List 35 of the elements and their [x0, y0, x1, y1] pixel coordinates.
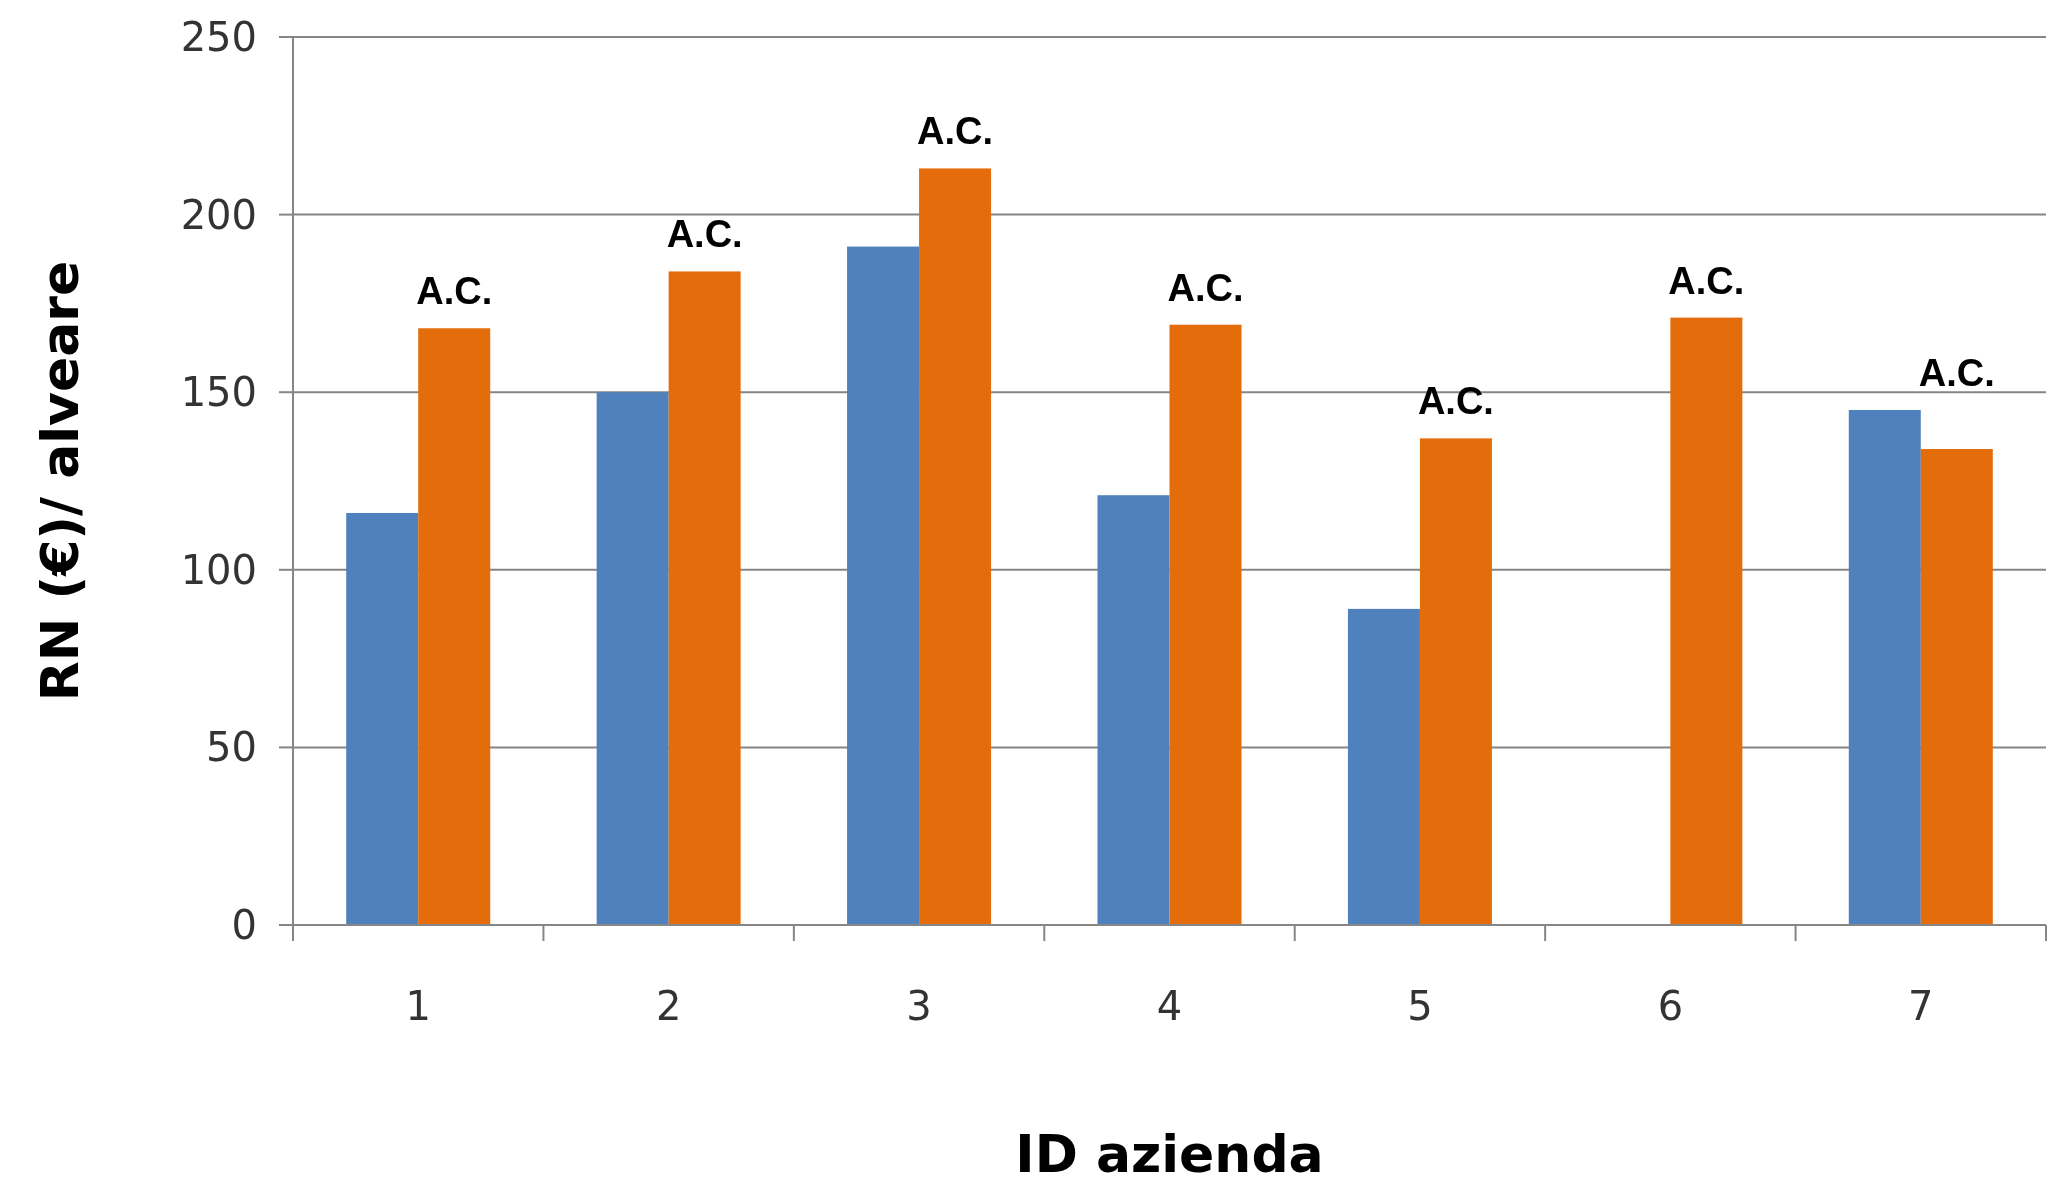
- x-tick-label: 5: [1407, 983, 1433, 1029]
- y-tick-label: 250: [180, 14, 257, 60]
- x-tick-label: 2: [655, 983, 682, 1029]
- bar: [418, 328, 491, 925]
- bar: [1670, 317, 1743, 925]
- bar: [1848, 409, 1921, 925]
- y-tick-label: 150: [180, 369, 257, 416]
- annotation: A.C.: [1167, 266, 1244, 309]
- annotation: A.C.: [666, 213, 743, 256]
- bar: [346, 512, 419, 925]
- bar: [596, 392, 669, 925]
- annotation: A.C.: [1668, 259, 1745, 302]
- y-tick-label: 100: [180, 546, 257, 593]
- bar: [1347, 608, 1420, 925]
- bar: [919, 168, 992, 925]
- y-tick-label: 200: [180, 191, 257, 238]
- annotation: A.C.: [1918, 351, 1995, 394]
- bar: [668, 271, 741, 925]
- annotation: A.C.: [1417, 380, 1494, 423]
- y-tick-label: 50: [206, 724, 257, 771]
- y-axis-title: RN (€)/ alveare: [30, 260, 90, 702]
- x-tick-label: 1: [405, 983, 431, 1029]
- x-tick-label: 6: [1657, 983, 1684, 1029]
- x-tick-label: 3: [906, 983, 932, 1029]
- bar: [847, 246, 920, 925]
- bar: [1169, 324, 1242, 925]
- x-tick-label: 4: [1156, 983, 1183, 1029]
- bar: [1920, 449, 1993, 925]
- bar: [1419, 438, 1492, 925]
- bar: [1097, 495, 1170, 925]
- annotation: A.C.: [416, 270, 493, 313]
- x-axis-title: ID azienda: [1015, 1124, 1324, 1184]
- annotation: A.C.: [917, 110, 994, 153]
- x-tick-label: 7: [1908, 983, 1934, 1029]
- y-tick-label: 0: [231, 902, 257, 948]
